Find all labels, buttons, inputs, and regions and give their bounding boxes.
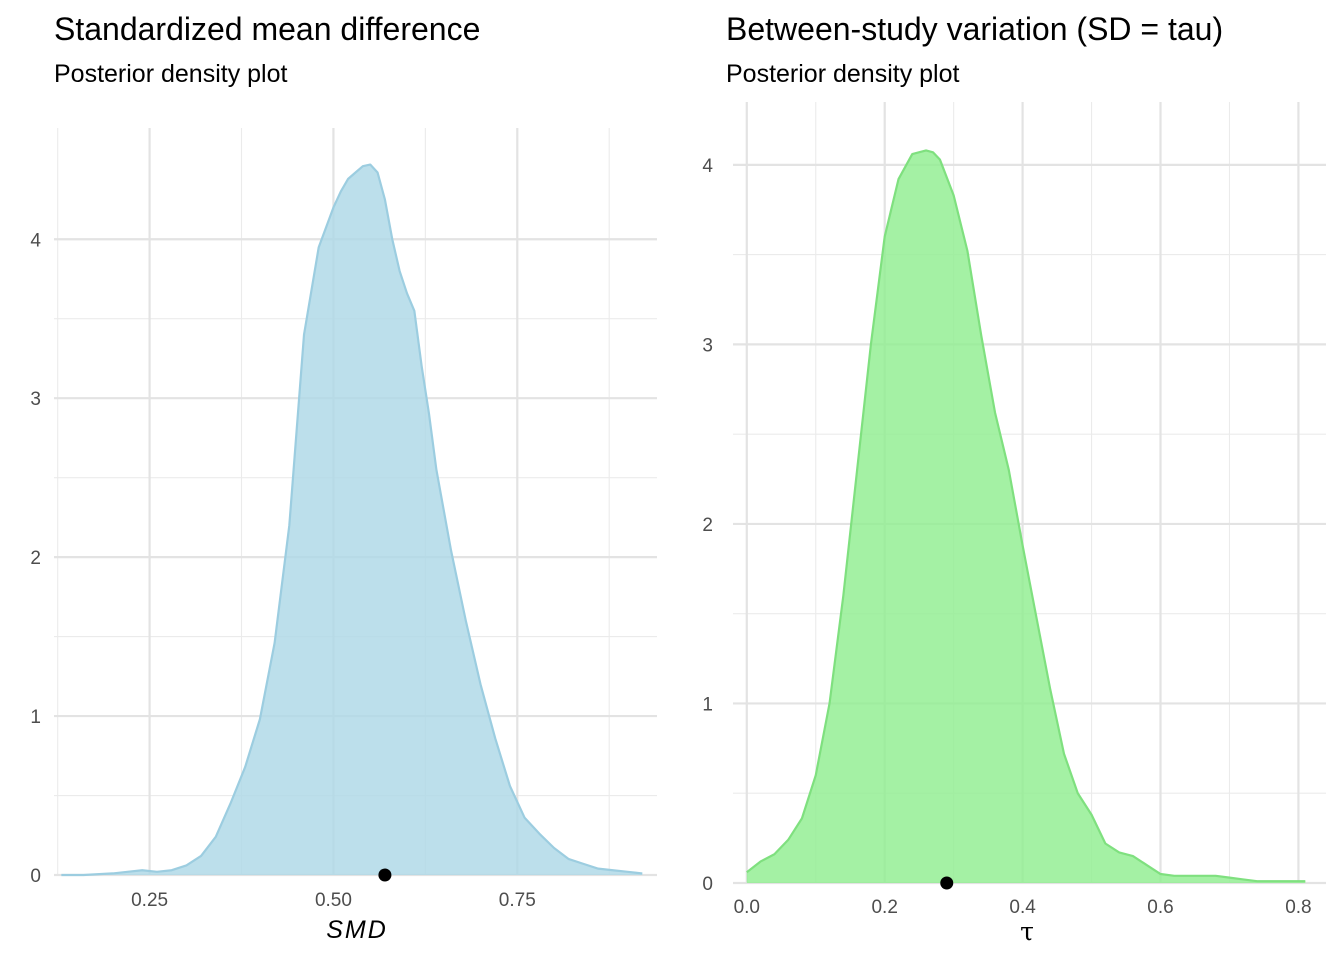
density-area [61, 163, 643, 877]
density-line [746, 149, 1306, 883]
panel-smd: Standardized mean difference Posterior d… [30, 11, 657, 944]
x-tick-label: 0.0 [734, 897, 760, 918]
panel-tau: Between-study variation (SD = tau) Poste… [702, 11, 1326, 946]
x-tick-label: 0.2 [871, 897, 897, 918]
x-tick-label: 0.8 [1285, 897, 1311, 918]
x-axis-ticks: 0.25 0.50 0.75 [131, 890, 536, 911]
point-marker [940, 876, 954, 890]
y-tick-label: 2 [702, 515, 713, 536]
y-tick-label: 1 [30, 707, 41, 728]
x-axis-label: SMD [326, 916, 388, 944]
x-axis-label: τ [1020, 917, 1034, 946]
chart-subtitle: Posterior density plot [54, 60, 288, 88]
y-tick-label: 0 [30, 866, 41, 887]
x-tick-label: 0.6 [1147, 897, 1173, 918]
point-marker [378, 868, 392, 882]
density-fill [746, 150, 1306, 884]
chart-subtitle: Posterior density plot [726, 60, 960, 88]
x-tick-label: 0.4 [1009, 897, 1036, 918]
y-tick-label: 0 [702, 874, 713, 895]
y-axis-ticks: 0 1 2 3 4 [702, 156, 713, 895]
y-tick-label: 4 [30, 230, 41, 251]
y-tick-label: 2 [30, 548, 41, 569]
y-axis-ticks: 0 1 2 3 4 [30, 230, 41, 887]
density-area [746, 149, 1306, 884]
y-tick-label: 3 [702, 335, 713, 356]
x-tick-label: 0.25 [131, 890, 168, 911]
y-tick-label: 1 [702, 694, 713, 715]
point-estimate [940, 876, 954, 890]
density-line [61, 163, 643, 877]
chart-title: Between-study variation (SD = tau) [726, 11, 1223, 47]
x-axis-ticks: 0.0 0.2 0.4 0.6 0.8 [734, 897, 1312, 918]
x-tick-label: 0.50 [315, 890, 352, 911]
chart-title: Standardized mean difference [54, 11, 480, 47]
x-tick-label: 0.75 [499, 890, 536, 911]
point-estimate [378, 868, 392, 882]
y-tick-label: 3 [30, 389, 41, 410]
y-tick-label: 4 [702, 156, 713, 177]
density-fill [61, 164, 643, 876]
